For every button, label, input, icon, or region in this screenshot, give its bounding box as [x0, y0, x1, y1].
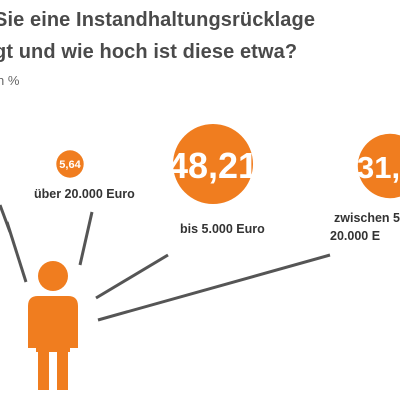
connector-line-zwischen — [97, 253, 331, 322]
connector-line-far-left — [5, 221, 28, 283]
bubble-value-bis-5000: 48,21 — [168, 145, 258, 186]
bubble-bis-5000 — [173, 124, 253, 204]
bubble-zwischen — [357, 133, 400, 199]
person-icon — [28, 261, 78, 390]
category-label-bis-5000: bis 5.000 Euro — [180, 222, 265, 236]
bubble-value-zwischen: 31,2 — [357, 150, 400, 185]
category-label-zwischen-line-1: zwischen 5 — [334, 211, 400, 225]
bubble-value-over-20000: 5,64 — [59, 159, 81, 171]
chart-title-line-2: gt und wie hoch ist diese etwa? — [0, 41, 298, 63]
category-label-zwischen-line-2: 20.000 E — [330, 229, 380, 243]
connector-line-over-20000 — [78, 211, 94, 266]
connector-line-bis-5000 — [95, 253, 169, 300]
bubble-over-20000 — [56, 150, 84, 178]
category-label-over-20000: über 20.000 Euro — [34, 187, 135, 201]
chart-title-line-1: Sie eine Instandhaltungsrücklage — [0, 9, 316, 31]
chart-subtitle: n % — [0, 73, 20, 88]
